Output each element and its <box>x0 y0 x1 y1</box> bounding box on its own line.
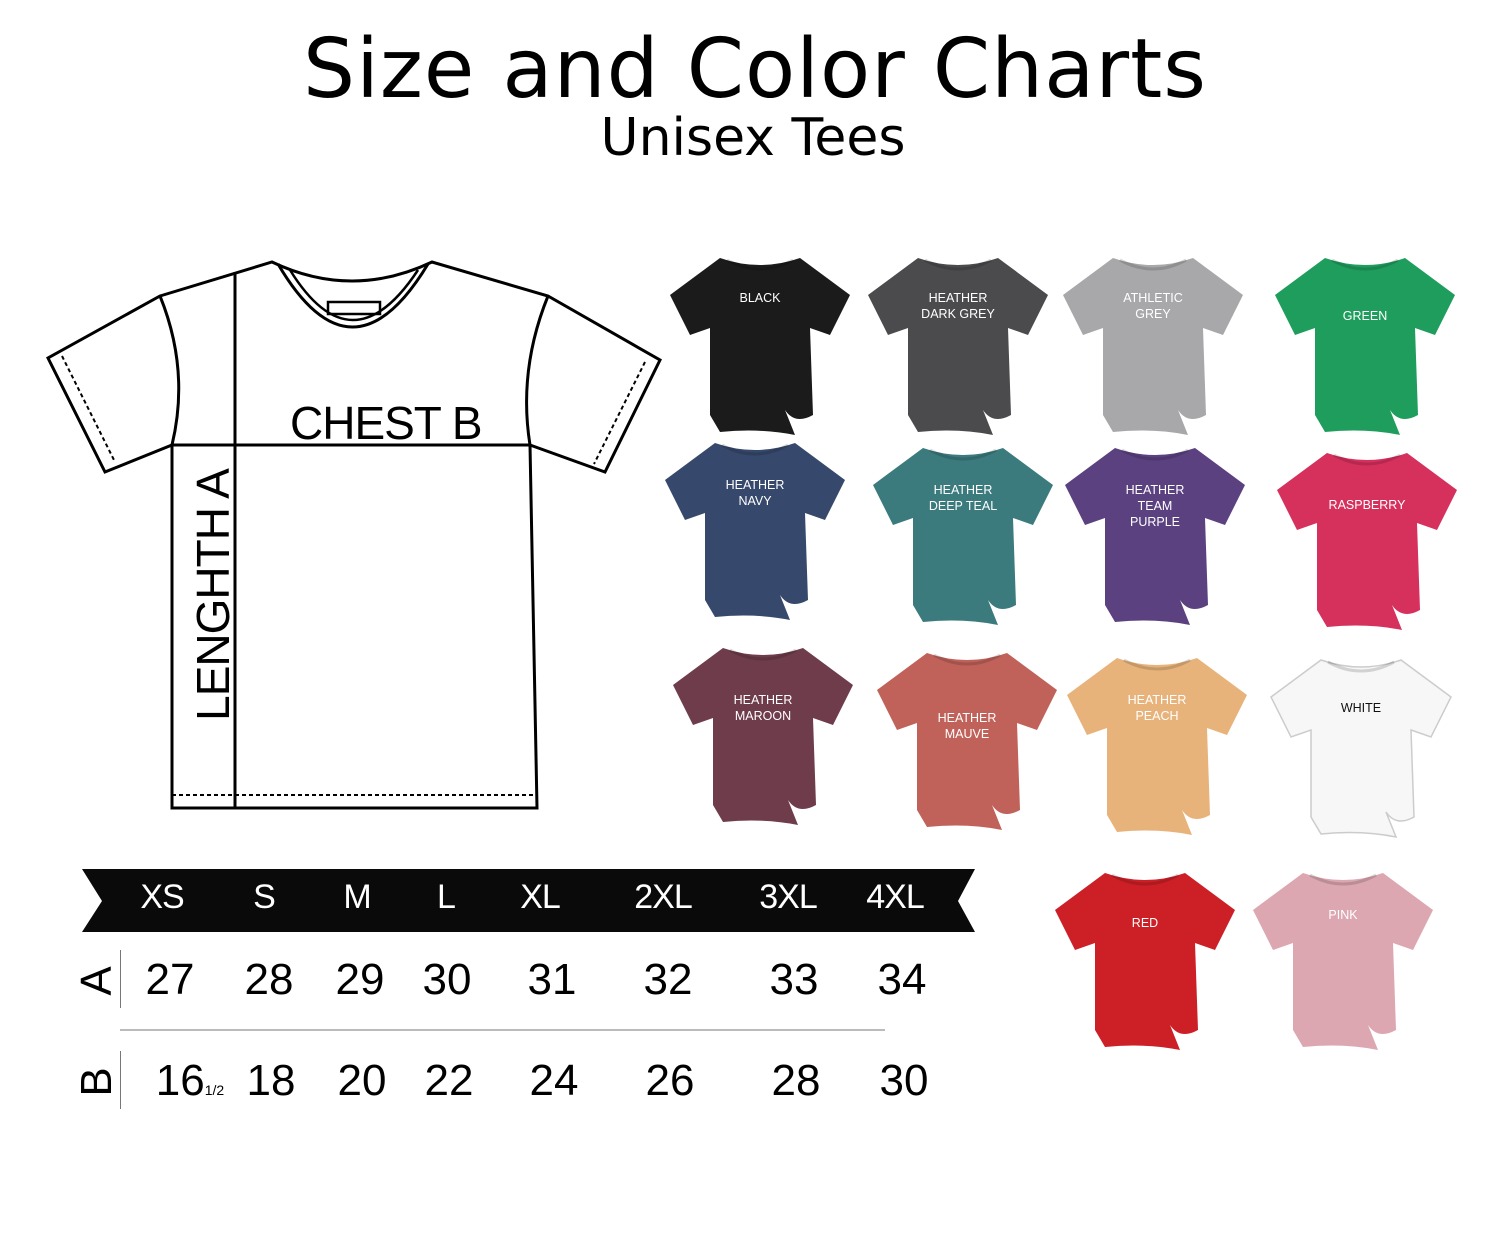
value-number: 31 <box>527 955 577 1004</box>
color-swatch[interactable]: HEATHER DARK GREY <box>863 250 1053 440</box>
tshirt-icon <box>1270 659 1452 839</box>
measurement-value: 18 <box>247 1056 296 1106</box>
color-swatch[interactable]: RED <box>1050 865 1240 1055</box>
tshirt-icon <box>1277 453 1457 630</box>
tshirt-measurement-diagram <box>46 260 662 810</box>
size-header-l: L <box>437 878 456 916</box>
tshirt-icon <box>1065 448 1245 625</box>
measurement-value: 33 <box>770 955 819 1005</box>
measurement-value: 32 <box>644 955 693 1005</box>
measurement-value: 31 <box>528 955 577 1005</box>
measurement-value: 34 <box>878 955 927 1005</box>
color-swatch[interactable]: PINK <box>1248 865 1438 1055</box>
size-header-xs: XS <box>140 878 184 916</box>
value-number: 28 <box>771 1056 821 1105</box>
page-title: Size and Color Charts <box>303 22 1207 117</box>
tshirt-icon <box>1067 658 1247 835</box>
color-swatch[interactable]: HEATHER NAVY <box>660 435 850 625</box>
value-number: 30 <box>422 955 472 1004</box>
value-number: 18 <box>246 1056 296 1105</box>
color-name: GREEN <box>1342 309 1388 323</box>
color-name: HEATHER TEAM PURPLE <box>1125 483 1185 529</box>
color-swatch[interactable]: RASPBERRY <box>1272 445 1462 635</box>
color-swatch[interactable]: WHITE <box>1266 652 1456 842</box>
row-separator <box>120 950 121 1008</box>
measurement-value: 29 <box>336 955 385 1005</box>
color-name: BLACK <box>739 291 781 305</box>
tshirt-icon <box>665 443 845 620</box>
row-label-b: B <box>72 1067 121 1097</box>
value-number: 22 <box>424 1056 474 1105</box>
color-name: PINK <box>1328 908 1358 922</box>
color-swatch[interactable]: HEATHER MAROON <box>668 640 858 830</box>
value-number: 33 <box>769 955 819 1004</box>
color-swatch[interactable]: ATHLETIC GREY <box>1058 250 1248 440</box>
row-separator <box>120 1051 121 1109</box>
value-number: 20 <box>337 1056 387 1105</box>
color-name: HEATHER DARK GREY <box>921 291 995 321</box>
color-name: WHITE <box>1340 701 1382 715</box>
tshirt-icon <box>877 653 1057 830</box>
tshirt-icon <box>868 258 1048 435</box>
size-header-s: S <box>253 878 276 916</box>
tshirt-icon <box>670 258 850 435</box>
value-number: 32 <box>643 955 693 1004</box>
tshirt-icon <box>1253 873 1433 1050</box>
measurement-value: 20 <box>338 1056 387 1106</box>
color-name: HEATHER PEACH <box>1127 693 1187 723</box>
color-name: HEATHER MAROON <box>733 693 793 723</box>
color-swatch[interactable]: HEATHER PEACH <box>1062 650 1252 840</box>
value-number: 34 <box>877 955 927 1004</box>
value-number: 16 <box>155 1056 205 1105</box>
size-header-xl: XL <box>520 878 561 916</box>
tshirt-icon <box>1275 258 1455 435</box>
value-number: 29 <box>335 955 385 1004</box>
measurement-value: 28 <box>772 1056 821 1106</box>
measurement-value: 161/2 <box>156 1056 224 1106</box>
color-name: HEATHER NAVY <box>725 478 785 508</box>
measurement-value: 24 <box>530 1056 579 1106</box>
color-name: RED <box>1131 916 1159 930</box>
page-subtitle: Unisex Tees <box>600 108 906 168</box>
color-swatch[interactable]: HEATHER MAUVE <box>872 645 1062 835</box>
size-header-3xl: 3XL <box>759 878 817 916</box>
value-number: 24 <box>529 1056 579 1105</box>
measurement-value: 26 <box>646 1056 695 1106</box>
size-header-m: M <box>343 878 371 916</box>
tshirt-icon <box>1063 258 1243 435</box>
color-name: HEATHER DEEP TEAL <box>928 483 998 513</box>
color-name: RASPBERRY <box>1328 498 1406 512</box>
measurement-value: 22 <box>425 1056 474 1106</box>
length-label: LENGHTH A <box>187 469 239 721</box>
value-fraction: 1/2 <box>204 1082 225 1098</box>
tshirt-icon <box>873 448 1053 625</box>
row-divider <box>120 1029 885 1031</box>
measurement-value: 30 <box>423 955 472 1005</box>
size-header-2xl: 2XL <box>634 878 692 916</box>
value-number: 28 <box>244 955 294 1004</box>
measurement-value: 30 <box>880 1056 929 1106</box>
color-swatch[interactable]: BLACK <box>665 250 855 440</box>
size-header-4xl: 4XL <box>866 878 924 916</box>
color-swatch[interactable]: HEATHER TEAM PURPLE <box>1060 440 1250 630</box>
tshirt-icon <box>673 648 853 825</box>
color-swatch[interactable]: GREEN <box>1270 250 1460 440</box>
chest-label: CHEST B <box>290 397 483 449</box>
measurement-value: 28 <box>245 955 294 1005</box>
value-number: 27 <box>145 955 195 1004</box>
tshirt-icon <box>1055 873 1235 1050</box>
color-name: HEATHER MAUVE <box>937 711 997 741</box>
measurement-value: 27 <box>146 955 195 1005</box>
color-name: ATHLETIC GREY <box>1123 291 1183 321</box>
value-number: 26 <box>645 1056 695 1105</box>
value-number: 30 <box>879 1056 929 1105</box>
size-header-banner <box>82 869 975 932</box>
color-swatch[interactable]: HEATHER DEEP TEAL <box>868 440 1058 630</box>
row-label-a: A <box>72 966 121 996</box>
